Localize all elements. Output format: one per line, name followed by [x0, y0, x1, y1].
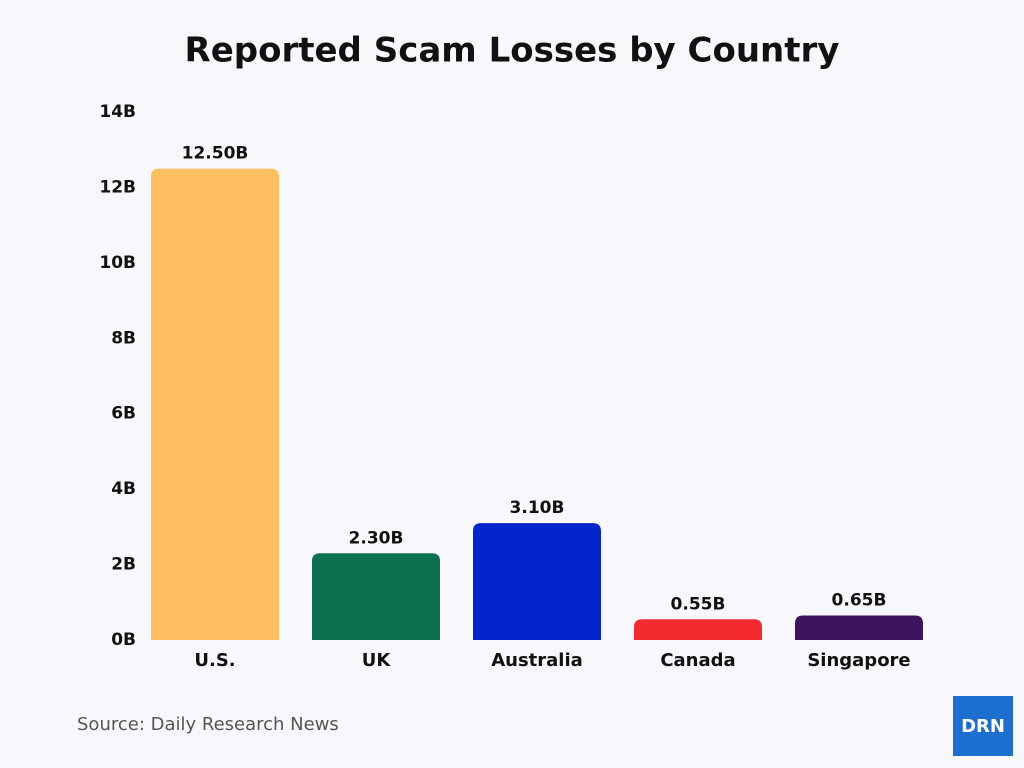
logo-box — [953, 696, 1013, 756]
logo: DRN — [961, 716, 1005, 737]
x-tick-label: Singapore — [807, 650, 910, 671]
x-tick-label: UK — [362, 650, 392, 671]
y-tick-label: 8B — [111, 328, 136, 348]
value-label: 12.50B — [182, 144, 249, 164]
y-tick-label: 12B — [99, 177, 136, 197]
x-tick-label: U.S. — [194, 650, 235, 671]
bar — [795, 615, 923, 640]
bar — [312, 553, 440, 640]
value-label: 0.65B — [832, 590, 887, 610]
y-tick-label: 0B — [111, 630, 136, 650]
y-tick-label: 14B — [99, 102, 136, 122]
x-tick-label: Australia — [491, 650, 583, 671]
bar — [634, 619, 762, 640]
value-label: 3.10B — [510, 498, 565, 518]
chart-title: Reported Scam Losses by Country — [185, 31, 840, 71]
y-tick-label: 6B — [111, 404, 136, 424]
bar — [473, 523, 601, 640]
value-label: 2.30B — [349, 528, 404, 548]
y-tick-label: 2B — [111, 555, 136, 575]
x-tick-label: Canada — [660, 650, 735, 671]
value-label: 0.55B — [671, 594, 726, 614]
bar — [151, 168, 279, 641]
y-tick-label: 10B — [99, 253, 136, 273]
source: Source: Daily Research News — [77, 714, 339, 735]
y-tick-label: 4B — [111, 479, 136, 499]
